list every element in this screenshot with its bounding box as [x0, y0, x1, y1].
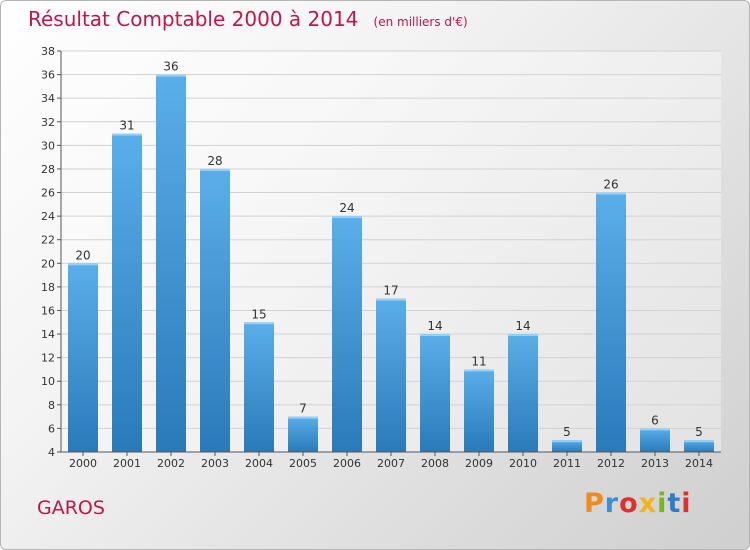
data-label: 11: [471, 354, 486, 368]
y-tick-label: 36: [41, 69, 55, 82]
data-label: 5: [695, 425, 703, 439]
x-tick-label: 2008: [421, 457, 449, 470]
x-tick-label: 2005: [289, 457, 317, 470]
bar-top-highlight: [288, 416, 318, 419]
y-tick-label: 32: [41, 116, 55, 129]
bar-top-highlight: [244, 322, 274, 325]
bar: [640, 428, 670, 452]
y-tick-label: 18: [41, 281, 55, 294]
data-label: 31: [119, 119, 134, 133]
logo-letter: o: [619, 488, 639, 519]
x-tick-label: 2000: [69, 457, 97, 470]
y-tick-label: 8: [48, 399, 55, 412]
bar: [596, 192, 626, 452]
data-label: 24: [339, 201, 354, 215]
data-label: 26: [603, 178, 618, 192]
bar: [552, 440, 582, 452]
bar-top-highlight: [552, 440, 582, 443]
bar: [684, 440, 714, 452]
data-label: 36: [163, 60, 178, 74]
bar-top-highlight: [376, 298, 406, 301]
data-label: 17: [383, 284, 398, 298]
data-label: 7: [299, 402, 307, 416]
x-tick-label: 2009: [465, 457, 493, 470]
x-tick-label: 2014: [685, 457, 713, 470]
x-tick-label: 2003: [201, 457, 229, 470]
data-label: 5: [563, 425, 571, 439]
bar: [464, 369, 494, 452]
x-tick-label: 2011: [553, 457, 581, 470]
subtitle-text: (en milliers d'€): [373, 15, 468, 29]
data-label: 6: [651, 413, 659, 427]
bar-top-highlight: [464, 369, 494, 372]
bar: [508, 334, 538, 452]
bar-top-highlight: [68, 263, 98, 266]
x-tick-label: 2010: [509, 457, 537, 470]
bar-top-highlight: [156, 74, 186, 77]
logo-letter: i: [681, 488, 692, 519]
y-tick-label: 22: [41, 234, 55, 247]
data-label: 14: [515, 319, 530, 333]
x-tick-label: 2006: [333, 457, 361, 470]
y-tick-label: 20: [41, 257, 55, 270]
x-tick-label: 2012: [597, 457, 625, 470]
bar: [332, 216, 362, 452]
logo-letter: P: [584, 488, 605, 519]
y-tick-label: 14: [41, 328, 55, 341]
y-tick-label: 28: [41, 163, 55, 176]
bar: [112, 133, 142, 452]
logo-letter: i: [657, 488, 668, 519]
x-tick-label: 2007: [377, 457, 405, 470]
y-tick-label: 38: [41, 45, 55, 58]
y-tick-label: 12: [41, 352, 55, 365]
bar: [68, 263, 98, 452]
bar: [288, 416, 318, 452]
bar: [156, 74, 186, 453]
y-tick-label: 30: [41, 139, 55, 152]
logo-letter: x: [638, 488, 658, 519]
y-tick-label: 16: [41, 304, 55, 317]
bar: [376, 298, 406, 452]
y-tick-label: 26: [41, 187, 55, 200]
y-tick-label: 4: [48, 446, 55, 459]
bar: [420, 334, 450, 452]
location-label: GAROS: [37, 497, 105, 519]
x-tick-label: 2013: [641, 457, 669, 470]
y-tick-label: 10: [41, 375, 55, 388]
data-label: 14: [427, 319, 442, 333]
bar-top-highlight: [112, 133, 142, 136]
bar-top-highlight: [684, 440, 714, 443]
bar-top-highlight: [640, 428, 670, 431]
chart-title: Résultat Comptable 2000 à 2014 (en milli…: [28, 7, 468, 31]
x-tick-label: 2001: [113, 457, 141, 470]
bar-top-highlight: [420, 334, 450, 337]
bar: [200, 168, 230, 453]
data-label: 20: [75, 248, 90, 262]
y-tick-label: 24: [41, 210, 55, 223]
data-label: 28: [207, 154, 222, 168]
bar-top-highlight: [596, 192, 626, 195]
bar-top-highlight: [332, 216, 362, 219]
data-label: 15: [251, 307, 266, 321]
logo-letter: r: [604, 488, 620, 519]
proxiti-logo: Proxiti: [584, 488, 692, 519]
bar-top-highlight: [508, 334, 538, 337]
bar: [244, 322, 274, 452]
title-text: Résultat Comptable 2000 à 2014: [28, 7, 359, 31]
x-tick-label: 2002: [157, 457, 185, 470]
x-tick-label: 2004: [245, 457, 273, 470]
logo-letter: t: [667, 488, 682, 519]
bar-top-highlight: [200, 168, 230, 171]
y-tick-label: 34: [41, 92, 55, 105]
y-tick-label: 6: [48, 422, 55, 435]
